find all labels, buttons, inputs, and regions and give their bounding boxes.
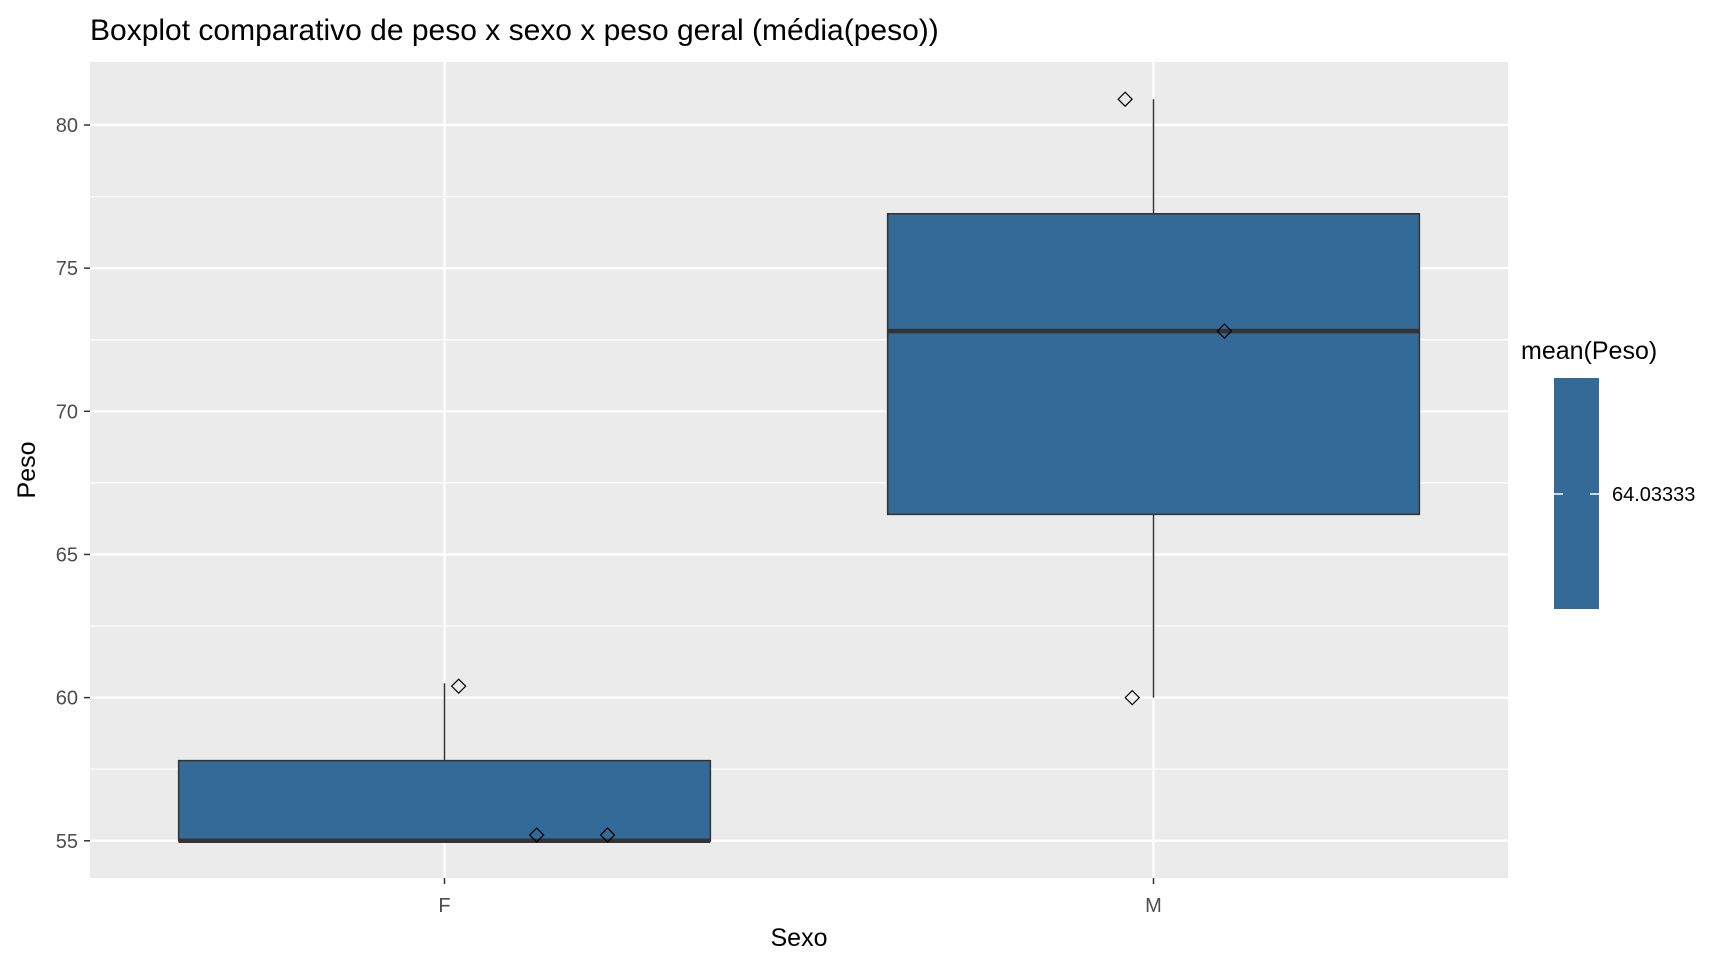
y-axis: 55 60 65 70 75 80 xyxy=(56,115,90,853)
y-tick-label: 70 xyxy=(56,401,78,423)
data-point xyxy=(1124,689,1141,706)
data-point xyxy=(1117,91,1133,108)
y-tick-label: 55 xyxy=(56,831,78,853)
box xyxy=(177,759,712,842)
data-point xyxy=(1216,323,1233,339)
points-layer xyxy=(450,91,1233,843)
x-tick-label: M xyxy=(1145,895,1162,917)
legend-label: 64.03333 xyxy=(1612,484,1695,506)
y-tick-label: 60 xyxy=(56,688,78,710)
y-tick-label: 80 xyxy=(56,115,78,137)
legend-title: mean(Peso) xyxy=(1521,337,1657,365)
data-point xyxy=(450,678,467,695)
y-axis-title: Peso xyxy=(13,442,41,499)
y-tick-label: 75 xyxy=(56,258,78,280)
box xyxy=(886,212,1421,516)
data-point xyxy=(528,827,545,843)
x-tick-label: F xyxy=(438,895,450,917)
boxes-layer xyxy=(177,99,1421,844)
legend: mean(Peso) 64.03333 xyxy=(1521,337,1695,609)
data-point xyxy=(599,827,616,843)
y-tick-label: 65 xyxy=(56,544,78,566)
chart-title: Boxplot comparativo de peso x sexo x pes… xyxy=(90,14,939,47)
x-axis-title: Sexo xyxy=(771,924,828,952)
